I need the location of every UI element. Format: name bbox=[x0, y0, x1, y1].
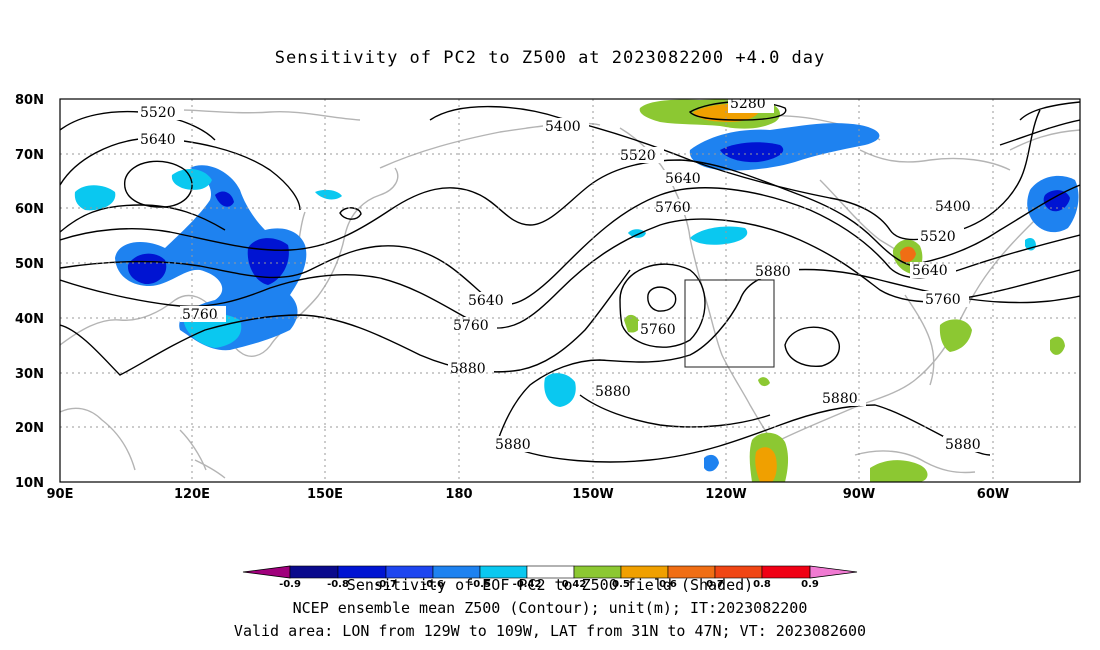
lon-label-150e: 150E bbox=[307, 487, 343, 502]
colorbar-arrow-right bbox=[809, 565, 858, 579]
map-background bbox=[60, 99, 1080, 482]
lat-label-10n: 10N bbox=[15, 476, 44, 491]
shade-blue-small bbox=[704, 454, 719, 472]
colorbar-tick: -0.7 bbox=[375, 579, 397, 590]
contour-label: 5880 bbox=[450, 361, 486, 377]
shade-orange-tropic bbox=[755, 447, 777, 482]
lon-label-90w: 90W bbox=[843, 487, 875, 502]
contour-label: 5760 bbox=[453, 318, 489, 334]
contour-label: 5280 bbox=[730, 96, 766, 112]
lat-label-20n: 20N bbox=[15, 421, 44, 436]
contour-5640 bbox=[60, 187, 1080, 306]
shade-darkblue-arctic bbox=[720, 142, 784, 163]
colorbar-tick: -0.42 bbox=[513, 579, 542, 590]
colorbar-tick: 0.8 bbox=[753, 579, 771, 590]
map-frame bbox=[59, 98, 1081, 483]
colorbar: -0.9 -0.8 -0.7 -0.6 -0.5 -0.42 0.42 0.5 … bbox=[242, 565, 858, 590]
contour-ring-low bbox=[619, 263, 706, 348]
contour-label: 5640 bbox=[468, 293, 504, 309]
colorbar-tick: 0.9 bbox=[801, 579, 819, 590]
colorbar-tick: 0.5 bbox=[612, 579, 630, 590]
contour-label: 5760 bbox=[182, 307, 218, 323]
caption-valid-area: Valid area: LON from 129W to 109W, LAT f… bbox=[233, 622, 867, 640]
contour-label: 5880 bbox=[495, 437, 531, 453]
contour-label: 5520 bbox=[920, 229, 956, 245]
valid-area-box bbox=[684, 279, 775, 368]
contour-label: 5760 bbox=[925, 292, 961, 308]
lon-label-180: 180 bbox=[445, 487, 472, 502]
latitude-labels: 80N 70N 60N 50N 40N 30N 20N 10N bbox=[15, 93, 44, 491]
lat-label-70n: 70N bbox=[15, 148, 44, 163]
contour-5760 bbox=[60, 218, 1080, 329]
contour-label: 5760 bbox=[640, 322, 676, 338]
map-title: Sensitivity of PC2 to Z500 at 2023082200… bbox=[274, 48, 826, 68]
contour-label: 5640 bbox=[665, 171, 701, 187]
contour-label: 5880 bbox=[755, 264, 791, 280]
lat-label-50n: 50N bbox=[15, 257, 44, 272]
lon-label-120e: 120E bbox=[174, 487, 210, 502]
shade-cyan-west bbox=[74, 168, 343, 348]
caption-contour: NCEP ensemble mean Z500 (Contour); unit(… bbox=[292, 599, 808, 617]
colorbar-tick: -0.8 bbox=[327, 579, 349, 590]
contour-5880-main bbox=[60, 269, 631, 376]
contour-5520 bbox=[60, 159, 1080, 266]
colorbar-tick: -0.5 bbox=[469, 579, 491, 590]
shade-orange-atl bbox=[900, 246, 916, 262]
colorbar-tick: 0.42 bbox=[562, 579, 587, 590]
contour-label: 5640 bbox=[140, 132, 176, 148]
longitude-labels: 90E 120E 150E 180 150W 120W 90W 60W bbox=[47, 487, 1010, 502]
contour-label: 5400 bbox=[545, 119, 581, 135]
contour-label: 5880 bbox=[945, 437, 981, 453]
colorbar-tick: -0.6 bbox=[422, 579, 444, 590]
contour-label: 5520 bbox=[140, 105, 176, 121]
lon-label-120w: 120W bbox=[705, 487, 746, 502]
contour-east-upper bbox=[999, 101, 1080, 146]
lat-label-80n: 80N bbox=[15, 93, 44, 108]
sensitivity-shading bbox=[74, 99, 1079, 482]
lat-label-60n: 60N bbox=[15, 202, 44, 217]
colorbar-tick: 0.7 bbox=[706, 579, 724, 590]
shade-blue-west bbox=[115, 165, 307, 351]
contour-5280-arctic bbox=[688, 100, 787, 121]
lon-label-90e: 90E bbox=[47, 487, 74, 502]
contour-5880-south2 bbox=[579, 394, 771, 428]
lat-label-30n: 30N bbox=[15, 367, 44, 382]
contour-label: 5640 bbox=[912, 263, 948, 279]
contour-5760-west-low bbox=[60, 204, 226, 233]
contour-label: 5880 bbox=[822, 391, 858, 407]
contour-west-lowring bbox=[124, 160, 193, 208]
contour-5880-east-ring bbox=[784, 326, 840, 367]
shade-darkblue-west bbox=[127, 191, 289, 285]
shade-darkblue-east bbox=[1043, 190, 1070, 212]
contour-ring-center bbox=[647, 286, 677, 312]
caption-shading: Sensitivity of EOF PC2 to Z500 field (Sh… bbox=[346, 576, 754, 594]
contour-label: 5520 bbox=[620, 148, 656, 164]
lat-label-40n: 40N bbox=[15, 312, 44, 327]
contour-label: 5400 bbox=[935, 199, 971, 215]
contour-label-group: 5520 5640 5400 5520 5640 5760 5280 5400 … bbox=[138, 96, 989, 453]
contour-label: 5880 bbox=[595, 384, 631, 400]
gridlines bbox=[60, 99, 1080, 482]
contour-small-ring bbox=[339, 207, 362, 220]
colorbar-tick: -0.9 bbox=[279, 579, 301, 590]
colorbar-tick: 0.6 bbox=[659, 579, 677, 590]
shade-cyan-pac bbox=[544, 226, 748, 407]
lon-label-60w: 60W bbox=[977, 487, 1009, 502]
contour-5640-west bbox=[60, 137, 301, 211]
lon-label-150w: 150W bbox=[572, 487, 613, 502]
